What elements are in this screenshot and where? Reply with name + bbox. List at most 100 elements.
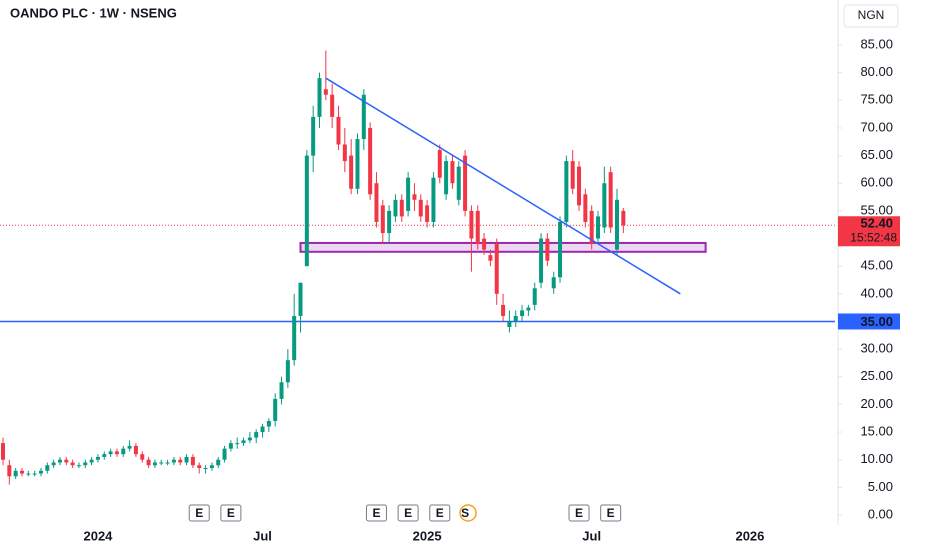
- horizontal-line-label-box: [838, 313, 900, 330]
- y-tick-label: 85.00: [860, 36, 893, 51]
- event-label: E: [575, 506, 583, 520]
- candle-body: [336, 116, 341, 145]
- y-tick-label: 5.00: [868, 479, 893, 494]
- event-label: E: [404, 506, 412, 520]
- candle-body: [89, 459, 94, 463]
- y-tick-label: 15.00: [860, 423, 893, 438]
- x-tick-label: Jul: [253, 528, 272, 543]
- candle-body: [475, 210, 480, 245]
- candle-body: [127, 445, 132, 449]
- candle-body: [368, 127, 373, 195]
- candle-body: [165, 462, 170, 464]
- candle-body: [469, 210, 474, 239]
- candle-body: [7, 465, 12, 477]
- candle-body: [228, 443, 233, 449]
- event-marker: [220, 504, 242, 522]
- candle-body: [266, 421, 271, 427]
- event-marker: [188, 504, 210, 522]
- candle-body: [146, 459, 151, 466]
- event-marker: [600, 504, 622, 522]
- candle-body: [64, 459, 69, 463]
- candle-body: [203, 468, 208, 469]
- candle-body: [399, 199, 404, 217]
- candle-body: [418, 199, 423, 217]
- event-marker: [365, 504, 387, 522]
- candle-body: [285, 360, 290, 383]
- y-tick-label: 60.00: [860, 175, 893, 190]
- candle-body: [608, 172, 613, 228]
- candle-body: [482, 238, 487, 250]
- x-tick-label: 2026: [735, 528, 764, 543]
- candle-body: [45, 465, 50, 471]
- candle-body: [279, 382, 284, 399]
- candle-body: [513, 315, 518, 322]
- candle-body: [76, 465, 81, 467]
- candle-body: [577, 166, 582, 206]
- candle-body: [140, 454, 145, 460]
- event-label: E: [227, 506, 235, 520]
- event-marker: [429, 504, 451, 522]
- candle-body: [602, 183, 607, 228]
- candle-body: [108, 451, 113, 455]
- candle-body: [431, 177, 436, 222]
- candle-body: [393, 199, 398, 217]
- x-tick-label: Jul: [582, 528, 601, 543]
- candle-body: [292, 315, 297, 361]
- candle-body: [450, 161, 455, 184]
- candle-body: [583, 194, 588, 222]
- candle-body: [520, 310, 525, 316]
- candle-body: [621, 210, 626, 226]
- candle-body: [532, 288, 537, 305]
- candle-body: [51, 462, 56, 466]
- candle-body: [298, 282, 303, 316]
- y-tick-label: 80.00: [860, 64, 893, 79]
- candle-body: [342, 144, 347, 162]
- event-label: S: [461, 506, 469, 520]
- candle-body: [247, 437, 252, 441]
- candle-body: [317, 78, 322, 117]
- y-tick-label: 65.00: [860, 147, 893, 162]
- event-marker: [568, 504, 590, 522]
- candle-body: [241, 440, 246, 444]
- y-tick-label: 10.00: [860, 451, 893, 466]
- currency-box[interactable]: [843, 4, 899, 28]
- x-tick-label: 2025: [413, 528, 442, 543]
- candle-body: [412, 194, 417, 200]
- candle-body: [1, 443, 5, 460]
- candle-body: [260, 426, 265, 433]
- candle-body: [570, 161, 575, 189]
- candle-body: [152, 462, 157, 466]
- candle-body: [32, 473, 37, 475]
- horizontal-line-label: 35.00: [860, 314, 893, 329]
- candle-body: [304, 155, 309, 267]
- candle-body: [564, 161, 569, 222]
- candle-body: [349, 155, 354, 189]
- candle-body: [178, 459, 183, 463]
- candle-body: [539, 238, 544, 283]
- candle-body: [95, 456, 100, 460]
- candle-body: [444, 161, 449, 195]
- candle-body: [133, 445, 138, 455]
- candle-body: [501, 304, 506, 316]
- candle-body: [102, 454, 107, 457]
- candle-body: [254, 432, 259, 438]
- candle-body: [323, 89, 328, 95]
- candle-body: [330, 94, 335, 117]
- candle-body: [26, 473, 31, 475]
- event-label: E: [436, 506, 444, 520]
- candle-body: [494, 244, 499, 294]
- candle-body: [121, 448, 126, 455]
- candle-body: [235, 443, 240, 445]
- candle-body: [361, 94, 366, 139]
- currency[interactable]: NGN: [858, 8, 885, 22]
- candle-body: [19, 470, 24, 474]
- last-price-box: [838, 216, 900, 247]
- y-tick-label: 20.00: [860, 396, 893, 411]
- y-tick-label: 70.00: [860, 119, 893, 134]
- y-tick-label: 45.00: [860, 258, 893, 273]
- y-tick-label: 75.00: [860, 92, 893, 107]
- candle-body: [425, 205, 430, 222]
- candle-body: [171, 459, 176, 463]
- candle-body: [70, 462, 75, 466]
- event-label: E: [372, 506, 380, 520]
